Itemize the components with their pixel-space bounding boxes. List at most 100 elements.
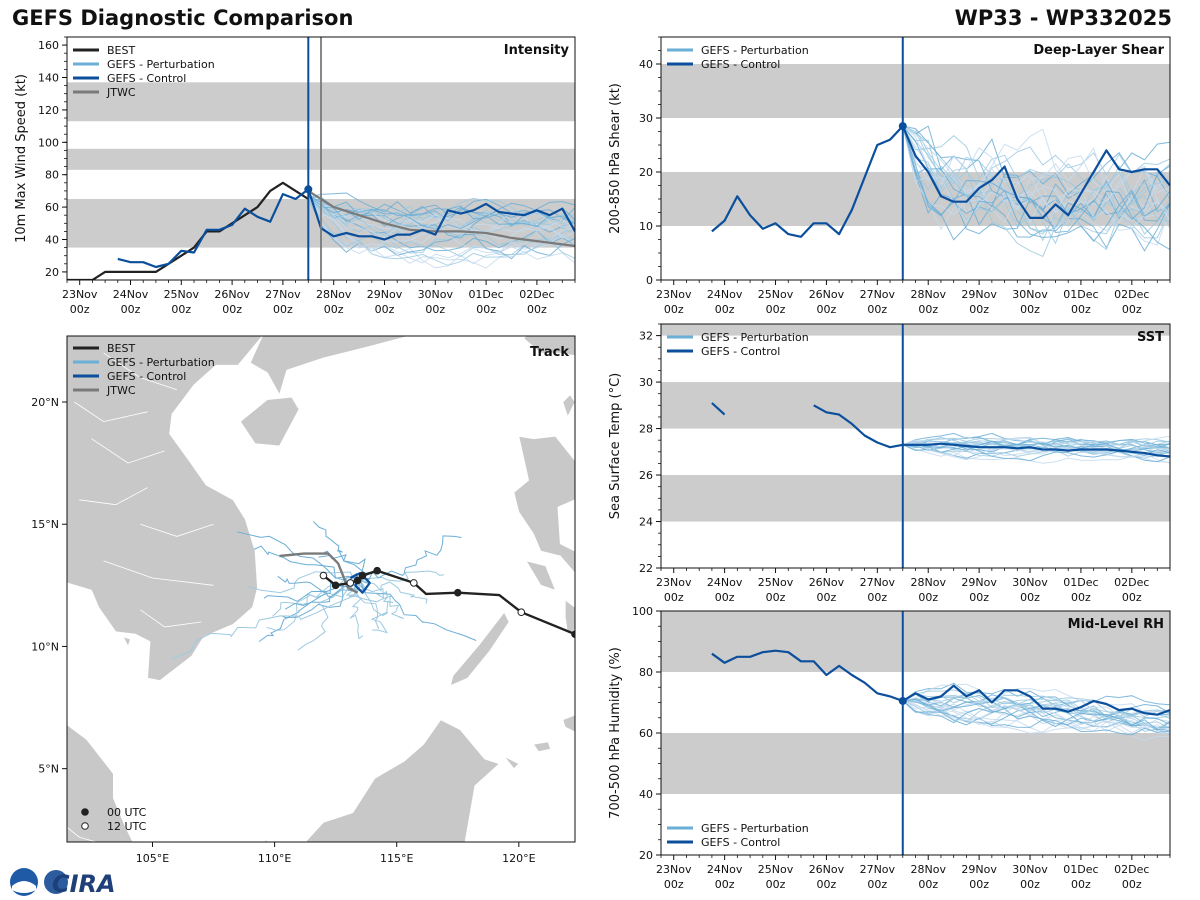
x-tick-hour: 00z — [1020, 878, 1040, 891]
best-track-12utc-marker — [346, 579, 355, 587]
x-tick-hour: 00z — [766, 303, 786, 316]
taiwan-south — [523, 336, 575, 357]
lat-tick-label: 20°N — [31, 396, 59, 409]
control-forecast-line — [711, 124, 1170, 238]
legend-label-best: BEST — [107, 342, 135, 355]
x-tick-date: 01Dec — [468, 288, 503, 301]
x-tick-hour: 00z — [1020, 303, 1040, 316]
y-tick-label: 100 — [38, 136, 59, 149]
rh-chart: 20 40 60 80 100 23Nov 00z 24Nov 00z 25Nov 00z 26Nov… — [608, 605, 1171, 891]
palawan-island — [449, 611, 510, 687]
x-tick-hour: 00z — [1020, 591, 1040, 604]
legend-marker-00utc — [81, 808, 89, 816]
panel-title: SST — [1137, 330, 1164, 345]
x-tick-hour: 00z — [664, 591, 684, 604]
x-tick-date: 24Nov — [113, 288, 149, 301]
x-tick-hour: 00z — [1071, 303, 1091, 316]
x-tick-date: 02Dec — [1114, 863, 1149, 876]
x-tick-hour: 00z — [867, 591, 887, 604]
x-tick-date: 25Nov — [758, 288, 794, 301]
ensemble-track-line — [359, 580, 394, 612]
y-tick-label: 10 — [639, 220, 653, 233]
cira-logo-text: CIRA — [52, 870, 116, 898]
x-tick-hour: 00z — [1122, 591, 1142, 604]
best-track-00utc-marker — [571, 630, 575, 639]
x-tick-date: 01Dec — [1063, 576, 1098, 589]
x-tick-hour: 00z — [715, 591, 735, 604]
x-tick-hour: 00z — [969, 303, 989, 316]
ensemble-track-line — [359, 579, 428, 604]
ensemble-member-line — [902, 125, 1170, 231]
y-tick-label: 22 — [639, 562, 653, 575]
ensemble-track-line — [236, 531, 361, 581]
ensemble-member-line — [902, 443, 1170, 458]
best-track-00utc-marker — [331, 581, 340, 590]
admin-boundary — [79, 487, 148, 506]
analysis-point-marker — [898, 122, 907, 131]
x-tick-hour: 00z — [1071, 878, 1091, 891]
y-tick-label: 20 — [639, 166, 653, 179]
ensemble-member-line — [902, 125, 1170, 242]
ensemble-member-line — [902, 700, 1170, 726]
x-tick-date: 29Nov — [961, 288, 997, 301]
map-frame — [66, 335, 576, 843]
ensemble-member-line — [902, 700, 1170, 729]
ensemble-track-line — [360, 570, 445, 582]
best-track-00utc-marker — [373, 566, 381, 575]
page-title: GEFS Diagnostic Comparison — [12, 6, 354, 30]
ensemble-member-line — [902, 125, 1170, 223]
x-tick-hour: 00z — [715, 878, 735, 891]
best-track-12utc-marker — [410, 579, 418, 587]
x-tick-date: 28Nov — [910, 288, 946, 301]
jtwc-track-line — [279, 552, 359, 594]
legend-marker-label: 00 UTC — [107, 806, 147, 819]
x-tick-date: 28Nov — [316, 288, 352, 301]
x-tick-date: 26Nov — [809, 576, 845, 589]
x-tick-date: 27Nov — [860, 863, 896, 876]
panel-title: Deep-Layer Shear — [1033, 43, 1164, 58]
ensemble-member-line — [308, 196, 575, 230]
x-tick-date: 23Nov — [656, 576, 692, 589]
intensity-chart: 20 40 60 80 100 120 140 160 23Nov 00z 24Nov 00z 25No… — [14, 36, 576, 316]
x-tick-hour: 00z — [527, 303, 547, 316]
ensemble-member-line — [902, 125, 1170, 221]
ensemble-member-line — [307, 197, 575, 266]
x-tick-hour: 00z — [1122, 878, 1142, 891]
x-tick-date: 25Nov — [758, 576, 794, 589]
analysis-point-marker — [304, 185, 313, 194]
map-area — [67, 336, 575, 842]
tawi-island — [503, 756, 520, 770]
legend-label-control: GEFS - Control — [107, 72, 186, 85]
ensemble-track-line — [359, 580, 389, 634]
control-forecast-line — [813, 404, 1170, 458]
ensemble-track-line — [281, 575, 361, 619]
y-axis-label: 700-500 hPa Humidity (%) — [608, 647, 623, 819]
y-tick-label: 140 — [38, 72, 59, 85]
control-forecast-line — [711, 649, 1170, 716]
x-tick-hour: 00z — [918, 303, 938, 316]
ensemble-track-line — [297, 579, 361, 651]
ensemble-member-line — [308, 196, 575, 238]
x-tick-hour: 00z — [1071, 591, 1091, 604]
x-tick-hour: 00z — [817, 591, 837, 604]
shade-band — [661, 382, 1170, 429]
ensemble-track-line — [359, 580, 477, 641]
sst-chart: 22 24 26 28 30 32 23Nov 00z 24Nov 00z 25Nov 00z 26No… — [608, 323, 1171, 604]
plot-area — [661, 324, 1170, 522]
x-tick-date: 26Nov — [809, 863, 845, 876]
panel-title: Track — [530, 345, 569, 360]
ensemble-track-line — [172, 580, 361, 660]
ensemble-member-line — [902, 125, 1170, 214]
x-tick-date: 27Nov — [860, 288, 896, 301]
borneo-land — [264, 719, 501, 842]
storm-id-title: WP33 - WP332025 — [954, 6, 1172, 30]
ensemble-member-line — [902, 125, 1170, 258]
x-tick-hour: 00z — [375, 303, 395, 316]
x-tick-hour: 00z — [969, 591, 989, 604]
y-tick-label: 80 — [639, 666, 653, 679]
analysis-point-marker — [898, 696, 907, 705]
lon-tick-label: 115°E — [380, 852, 413, 865]
ensemble-member-line — [902, 698, 1170, 731]
ensemble-member-line — [902, 125, 1170, 212]
y-tick-label: 60 — [639, 727, 653, 740]
